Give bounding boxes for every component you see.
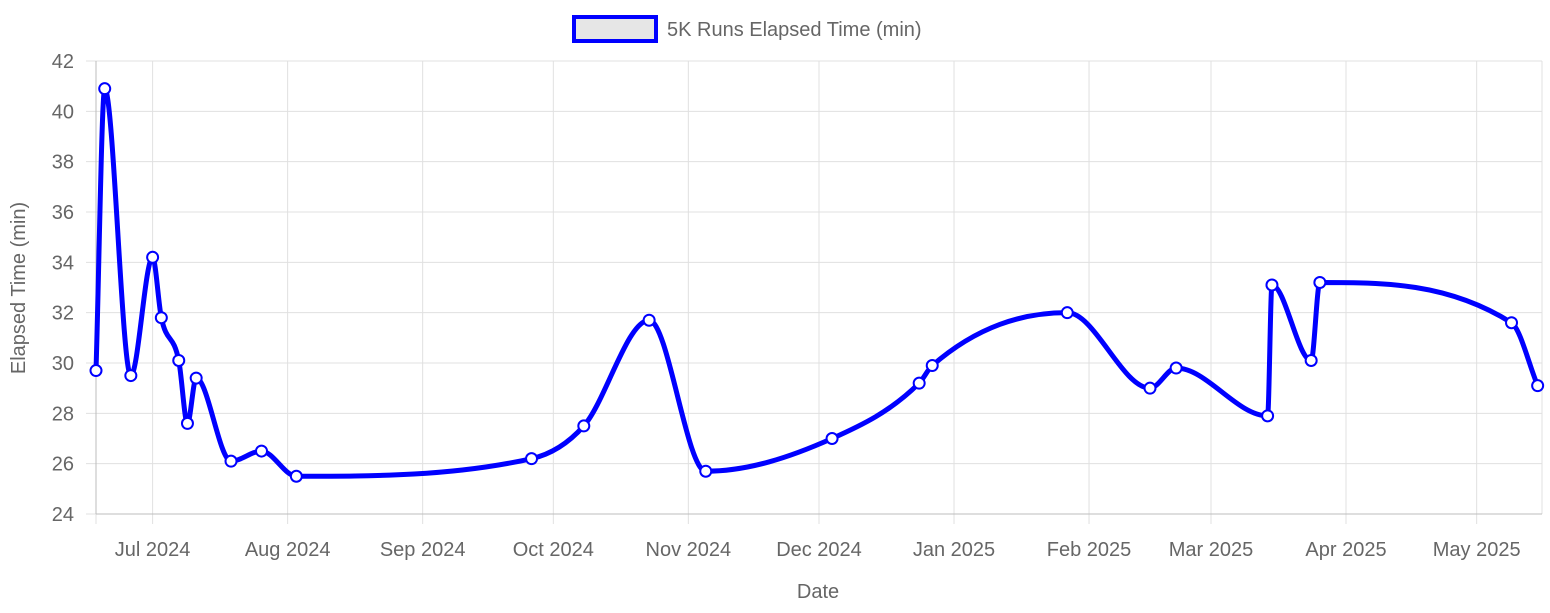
x-axis-title: Date (797, 581, 839, 603)
x-tick-label: Aug 2024 (245, 539, 331, 561)
data-point[interactable] (172, 353, 186, 367)
data-point[interactable] (1265, 278, 1279, 292)
y-axis-ticks: 24 26 28 30 32 34 36 38 40 42 (52, 51, 74, 526)
data-point[interactable] (1143, 381, 1157, 395)
legend-label[interactable]: 5K Runs Elapsed Time (min) (667, 19, 922, 41)
x-tick-label: Dec 2024 (776, 539, 862, 561)
data-points (89, 82, 1545, 483)
legend-swatch[interactable] (572, 15, 658, 43)
x-axis-ticks: Jul 2024 Aug 2024 Sep 2024 Oct 2024 Nov 2024… (115, 539, 1521, 561)
data-point[interactable] (642, 313, 656, 327)
data-point[interactable] (1505, 316, 1519, 330)
x-tick-label: Feb 2025 (1047, 539, 1132, 561)
y-tick-label: 24 (52, 504, 74, 526)
x-tick-label: Apr 2025 (1305, 539, 1386, 561)
data-point[interactable] (154, 311, 168, 325)
x-tick-label: Nov 2024 (646, 539, 732, 561)
y-tick-label: 26 (52, 454, 74, 476)
y-tick-label: 42 (52, 51, 74, 73)
y-tick-label: 30 (52, 353, 74, 375)
y-tick-label: 38 (52, 152, 74, 174)
x-tick-label: Jan 2025 (913, 539, 995, 561)
data-point[interactable] (255, 444, 269, 458)
x-tick-label: Oct 2024 (513, 539, 594, 561)
data-point[interactable] (1261, 409, 1275, 423)
data-point[interactable] (577, 419, 591, 433)
x-tick-label: May 2025 (1433, 539, 1521, 561)
data-point[interactable] (146, 250, 160, 264)
data-point[interactable] (525, 452, 539, 466)
data-point[interactable] (124, 369, 138, 383)
legend[interactable]: 5K Runs Elapsed Time (min) (572, 15, 922, 43)
data-point[interactable] (89, 364, 103, 378)
data-point[interactable] (912, 376, 926, 390)
data-point[interactable] (1169, 361, 1183, 375)
data-point[interactable] (1060, 306, 1074, 320)
data-point[interactable] (98, 82, 112, 96)
data-point[interactable] (1531, 379, 1545, 393)
data-point[interactable] (289, 469, 303, 483)
data-point[interactable] (825, 432, 839, 445)
y-tick-label: 40 (52, 101, 74, 123)
data-point[interactable] (1313, 275, 1327, 289)
data-point[interactable] (180, 416, 194, 430)
data-point[interactable] (224, 454, 238, 468)
y-tick-label: 36 (52, 202, 74, 224)
data-point[interactable] (189, 371, 203, 385)
x-tick-label: Mar 2025 (1169, 539, 1254, 561)
y-tick-label: 28 (52, 403, 74, 425)
y-axis-title: Elapsed Time (min) (8, 202, 30, 374)
data-point[interactable] (699, 464, 713, 478)
data-point[interactable] (925, 359, 939, 373)
y-tick-label: 34 (52, 252, 74, 274)
x-tick-label: Jul 2024 (115, 539, 191, 561)
y-tick-label: 32 (52, 303, 74, 325)
grid (86, 60, 1543, 524)
x-tick-label: Sep 2024 (380, 539, 466, 561)
data-point[interactable] (1304, 353, 1318, 367)
